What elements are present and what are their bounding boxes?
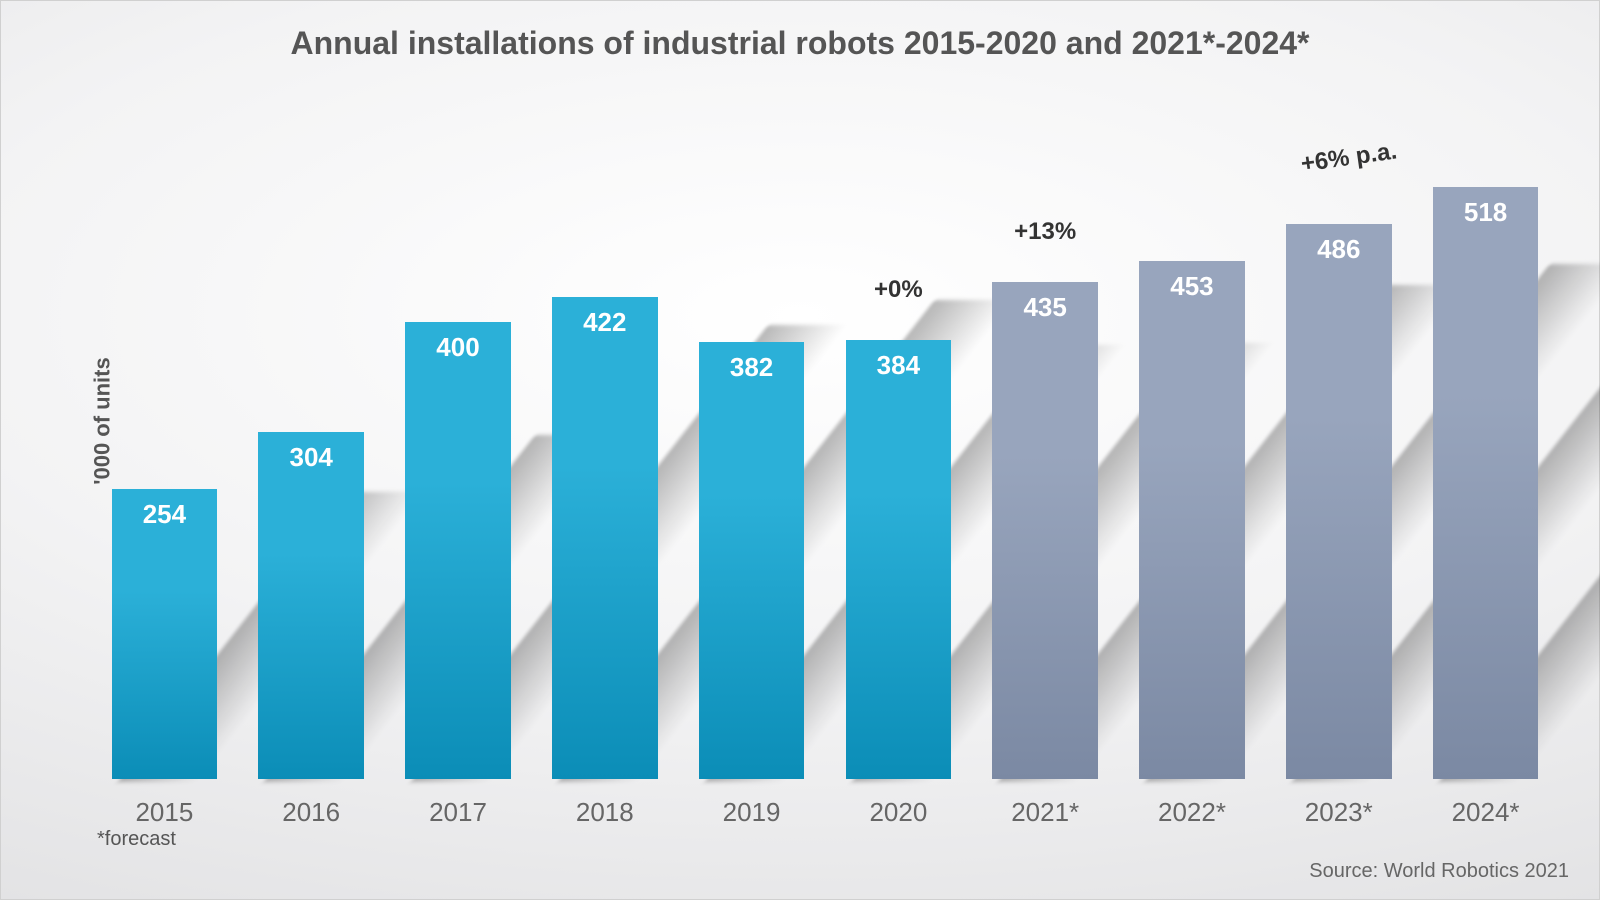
growth-annotation: +0% [874, 276, 923, 304]
bar-wrap: 254 [112, 489, 218, 779]
bar-wrap: 382 [699, 342, 805, 779]
growth-annotation: +6% p.a. [1299, 137, 1399, 178]
bar-slot: 4002017 [385, 141, 532, 779]
bar-value-label: 518 [1433, 197, 1539, 228]
x-axis-label: 2022* [1119, 797, 1266, 828]
bar-slot: 4532022* [1119, 141, 1266, 779]
bar: 518 [1433, 187, 1539, 779]
bar-slot: 4222018 [531, 141, 678, 779]
footnote: *forecast [97, 828, 176, 851]
bar-wrap: 384 [846, 340, 952, 779]
bar-value-label: 304 [258, 442, 364, 473]
bar: 304 [258, 432, 364, 779]
x-axis-label: 2020 [825, 797, 972, 828]
bar-wrap: 518 [1433, 187, 1539, 779]
bar: 400 [405, 322, 511, 779]
x-axis-label: 2019 [678, 797, 825, 828]
bar-value-label: 435 [992, 292, 1098, 323]
bar-wrap: 453 [1139, 261, 1245, 779]
bar-slot: 3042016 [238, 141, 385, 779]
bar-slot: +0%3842020 [825, 141, 972, 779]
growth-annotation: +13% [1014, 218, 1076, 246]
bar-value-label: 486 [1286, 234, 1392, 265]
bar: 422 [552, 297, 658, 779]
bar-slot: +6% p.a.4862023* [1265, 141, 1412, 779]
x-axis-label: 2015 [91, 797, 238, 828]
bar-value-label: 382 [699, 352, 805, 383]
bars-container: 25420153042016400201742220183822019 +0% 38… [91, 141, 1559, 779]
x-axis-label: 2018 [531, 797, 678, 828]
bar-slot: 3822019 [678, 141, 825, 779]
x-axis-label: 2024* [1412, 797, 1559, 828]
bar-value-label: 384 [846, 350, 952, 381]
bar-wrap: 304 [258, 432, 364, 779]
bar-value-label: 400 [405, 332, 511, 363]
bar-wrap: 486 [1286, 224, 1392, 779]
source-text: Source: World Robotics 2021 [1309, 860, 1569, 883]
bar: 486 [1286, 224, 1392, 779]
bar-wrap: 435 [992, 282, 1098, 779]
bar: 254 [112, 489, 218, 779]
bar: 435 [992, 282, 1098, 779]
bar-value-label: 453 [1139, 271, 1245, 302]
x-axis-label: 2017 [385, 797, 532, 828]
bar-value-label: 422 [552, 307, 658, 338]
bar-slot: +13%4352021* [972, 141, 1119, 779]
chart-title: Annual installations of industrial robot… [1, 25, 1599, 62]
plot-area: 25420153042016400201742220183822019 +0% 38… [91, 141, 1559, 779]
bar-wrap: 400 [405, 322, 511, 779]
chart-frame: Annual installations of industrial robot… [0, 0, 1600, 900]
bar-slot: 5182024* [1412, 141, 1559, 779]
x-axis-label: 2023* [1265, 797, 1412, 828]
bar-value-label: 254 [112, 499, 218, 530]
bar: 382 [699, 342, 805, 779]
bar: 453 [1139, 261, 1245, 779]
x-axis-label: 2021* [972, 797, 1119, 828]
bar-slot: 2542015 [91, 141, 238, 779]
bar-wrap: 422 [552, 297, 658, 779]
x-axis-label: 2016 [238, 797, 385, 828]
bar: 384 [846, 340, 952, 779]
